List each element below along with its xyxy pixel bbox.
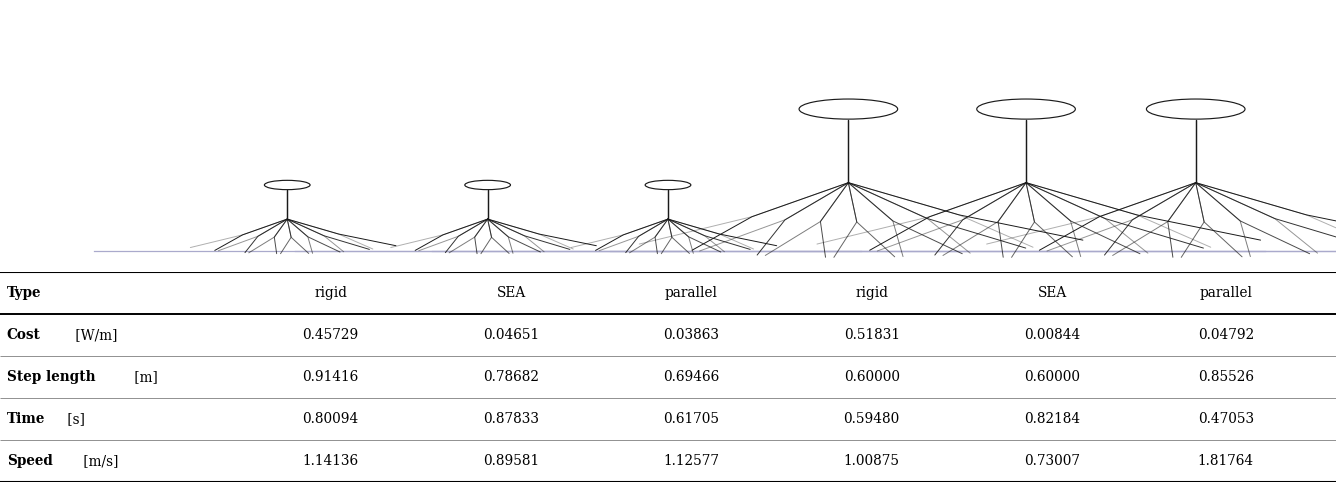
Text: 1.00875: 1.00875: [844, 454, 899, 468]
Text: 0.91416: 0.91416: [302, 370, 359, 384]
Text: 0.45729: 0.45729: [302, 328, 359, 342]
Text: rigid: rigid: [855, 286, 888, 300]
Text: SEA: SEA: [497, 286, 525, 300]
Text: 0.82184: 0.82184: [1023, 412, 1081, 426]
Text: 0.04651: 0.04651: [482, 328, 540, 342]
Text: 0.89581: 0.89581: [482, 454, 540, 468]
Text: SEA: SEA: [1038, 286, 1066, 300]
Text: 0.61705: 0.61705: [664, 412, 719, 426]
Text: 0.73007: 0.73007: [1025, 454, 1079, 468]
Text: 0.04792: 0.04792: [1197, 328, 1255, 342]
Text: 0.78682: 0.78682: [484, 370, 538, 384]
Text: [m/s]: [m/s]: [79, 454, 118, 468]
Text: Speed: Speed: [7, 454, 52, 468]
Text: [m]: [m]: [130, 370, 158, 384]
Text: Step length: Step length: [7, 370, 95, 384]
Text: 0.85526: 0.85526: [1198, 370, 1253, 384]
Text: Type: Type: [7, 286, 41, 300]
Text: 0.60000: 0.60000: [1025, 370, 1079, 384]
Text: 1.14136: 1.14136: [302, 454, 359, 468]
Text: [W/m]: [W/m]: [71, 328, 118, 342]
Text: 0.60000: 0.60000: [844, 370, 899, 384]
Text: Time: Time: [7, 412, 45, 426]
Text: 0.03863: 0.03863: [664, 328, 719, 342]
Text: 0.87833: 0.87833: [484, 412, 538, 426]
Text: 0.69466: 0.69466: [663, 370, 720, 384]
Text: 0.80094: 0.80094: [302, 412, 359, 426]
Text: [s]: [s]: [63, 412, 84, 426]
Text: 1.12577: 1.12577: [664, 454, 719, 468]
Text: parallel: parallel: [1200, 286, 1252, 300]
Text: rigid: rigid: [314, 286, 347, 300]
Text: 0.00844: 0.00844: [1023, 328, 1081, 342]
Text: 1.81764: 1.81764: [1197, 454, 1255, 468]
Text: 0.51831: 0.51831: [844, 328, 899, 342]
Text: 0.47053: 0.47053: [1197, 412, 1255, 426]
Text: parallel: parallel: [665, 286, 717, 300]
Text: Cost: Cost: [7, 328, 40, 342]
Text: 0.59480: 0.59480: [843, 412, 900, 426]
